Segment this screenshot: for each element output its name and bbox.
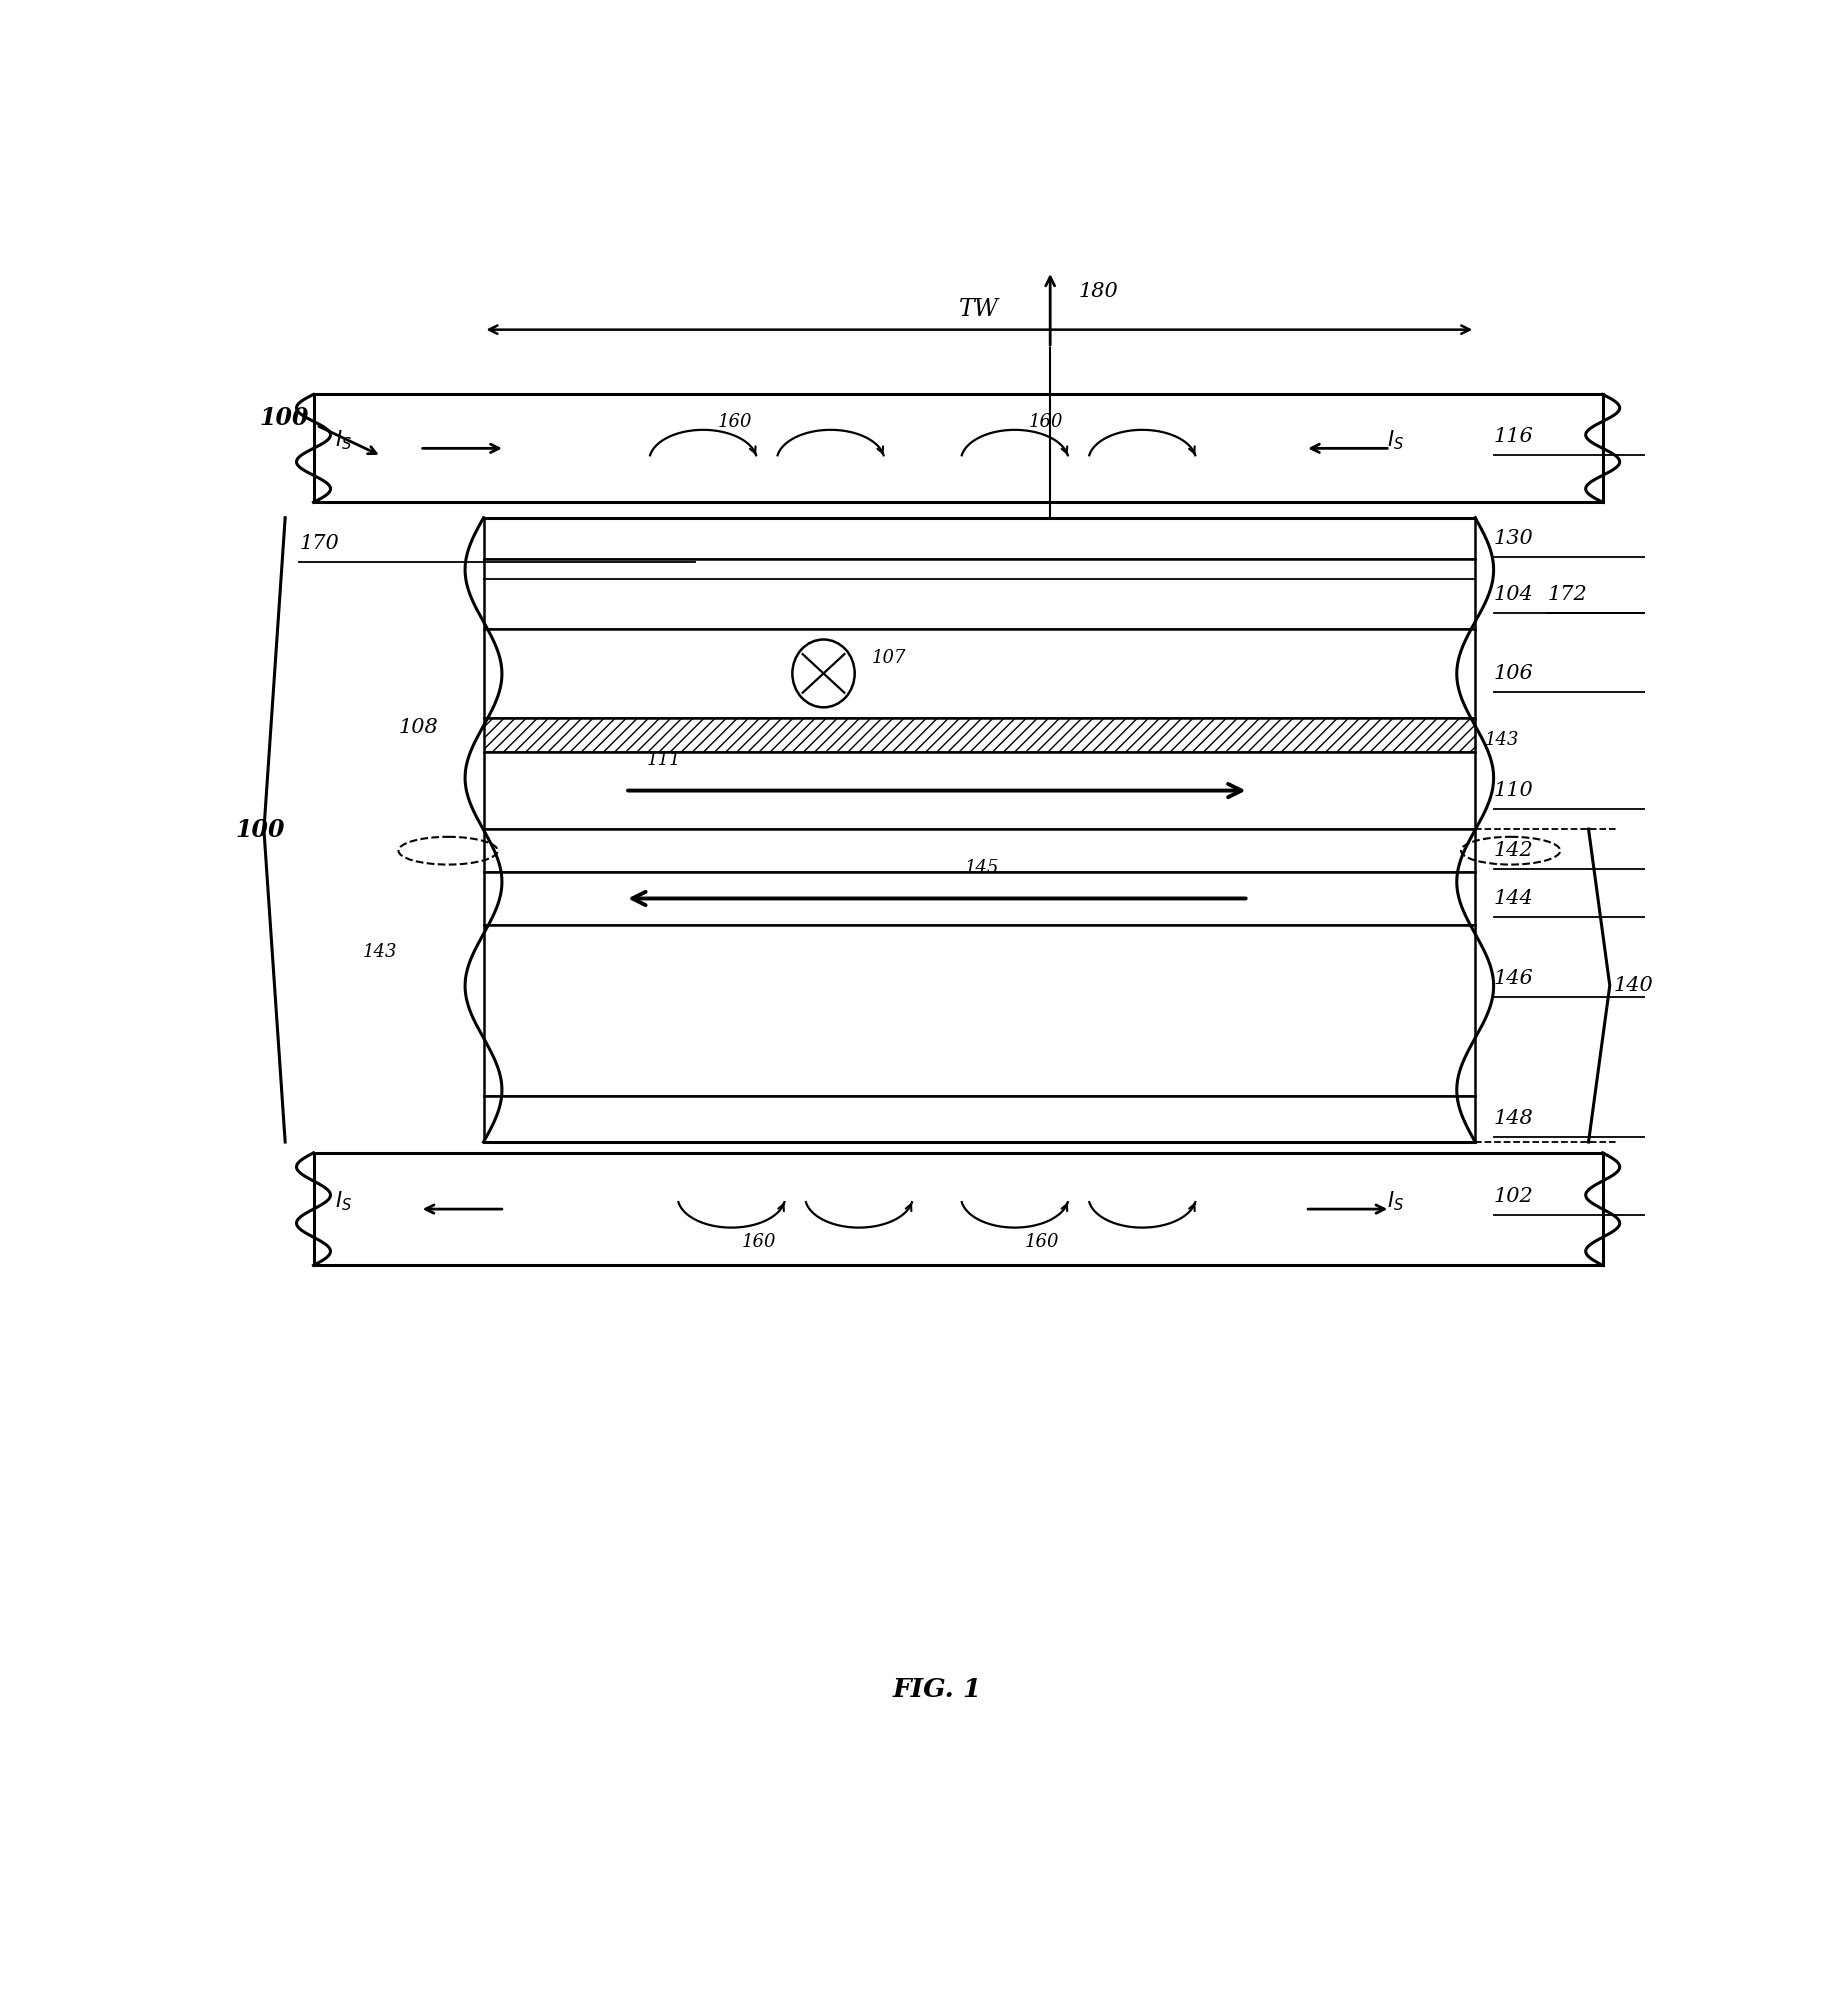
Bar	[483, 629, 1475, 719]
Bar	[483, 873, 1475, 925]
Text: 160: 160	[1026, 1233, 1058, 1251]
Text: 130: 130	[1493, 529, 1534, 549]
Text: 107: 107	[872, 649, 907, 667]
Text: 111: 111	[647, 751, 680, 769]
Text: 148: 148	[1493, 1109, 1534, 1129]
Text: 180: 180	[1079, 282, 1119, 300]
Text: $I_S$: $I_S$	[335, 1189, 351, 1213]
Text: 160: 160	[1029, 412, 1064, 430]
Text: 142: 142	[1493, 841, 1534, 861]
Bar	[483, 829, 1475, 873]
Bar	[483, 753, 1475, 829]
Text: 106: 106	[1493, 665, 1534, 683]
Bar	[483, 1095, 1475, 1141]
Text: $I_S$: $I_S$	[1387, 1189, 1404, 1213]
Text: TW: TW	[960, 298, 1000, 320]
Text: 145: 145	[965, 859, 1000, 877]
Bar	[483, 519, 1475, 559]
Bar	[314, 1153, 1603, 1265]
Text: $I_S$: $I_S$	[335, 428, 351, 452]
Text: 160: 160	[717, 412, 751, 430]
Text: 116: 116	[1493, 426, 1534, 446]
Text: FIG. 1: FIG. 1	[892, 1678, 982, 1702]
Text: 143: 143	[364, 943, 397, 961]
Bar	[314, 394, 1603, 503]
Text: 170: 170	[300, 535, 338, 553]
Text: 143: 143	[1484, 731, 1519, 749]
Text: 100: 100	[236, 819, 285, 843]
Text: 108: 108	[399, 719, 439, 737]
Text: $I_S$: $I_S$	[1387, 428, 1404, 452]
Text: 160: 160	[742, 1233, 775, 1251]
Bar	[483, 719, 1475, 753]
Text: 144: 144	[1493, 889, 1534, 909]
Text: 172: 172	[1548, 585, 1587, 603]
Bar	[483, 925, 1475, 1095]
Bar	[483, 559, 1475, 629]
Text: 102: 102	[1493, 1187, 1534, 1207]
Text: 104: 104	[1493, 585, 1534, 603]
Text: 100: 100	[260, 406, 309, 430]
Text: 110: 110	[1493, 781, 1534, 801]
Text: 140: 140	[1614, 977, 1654, 995]
Text: 146: 146	[1493, 969, 1534, 989]
